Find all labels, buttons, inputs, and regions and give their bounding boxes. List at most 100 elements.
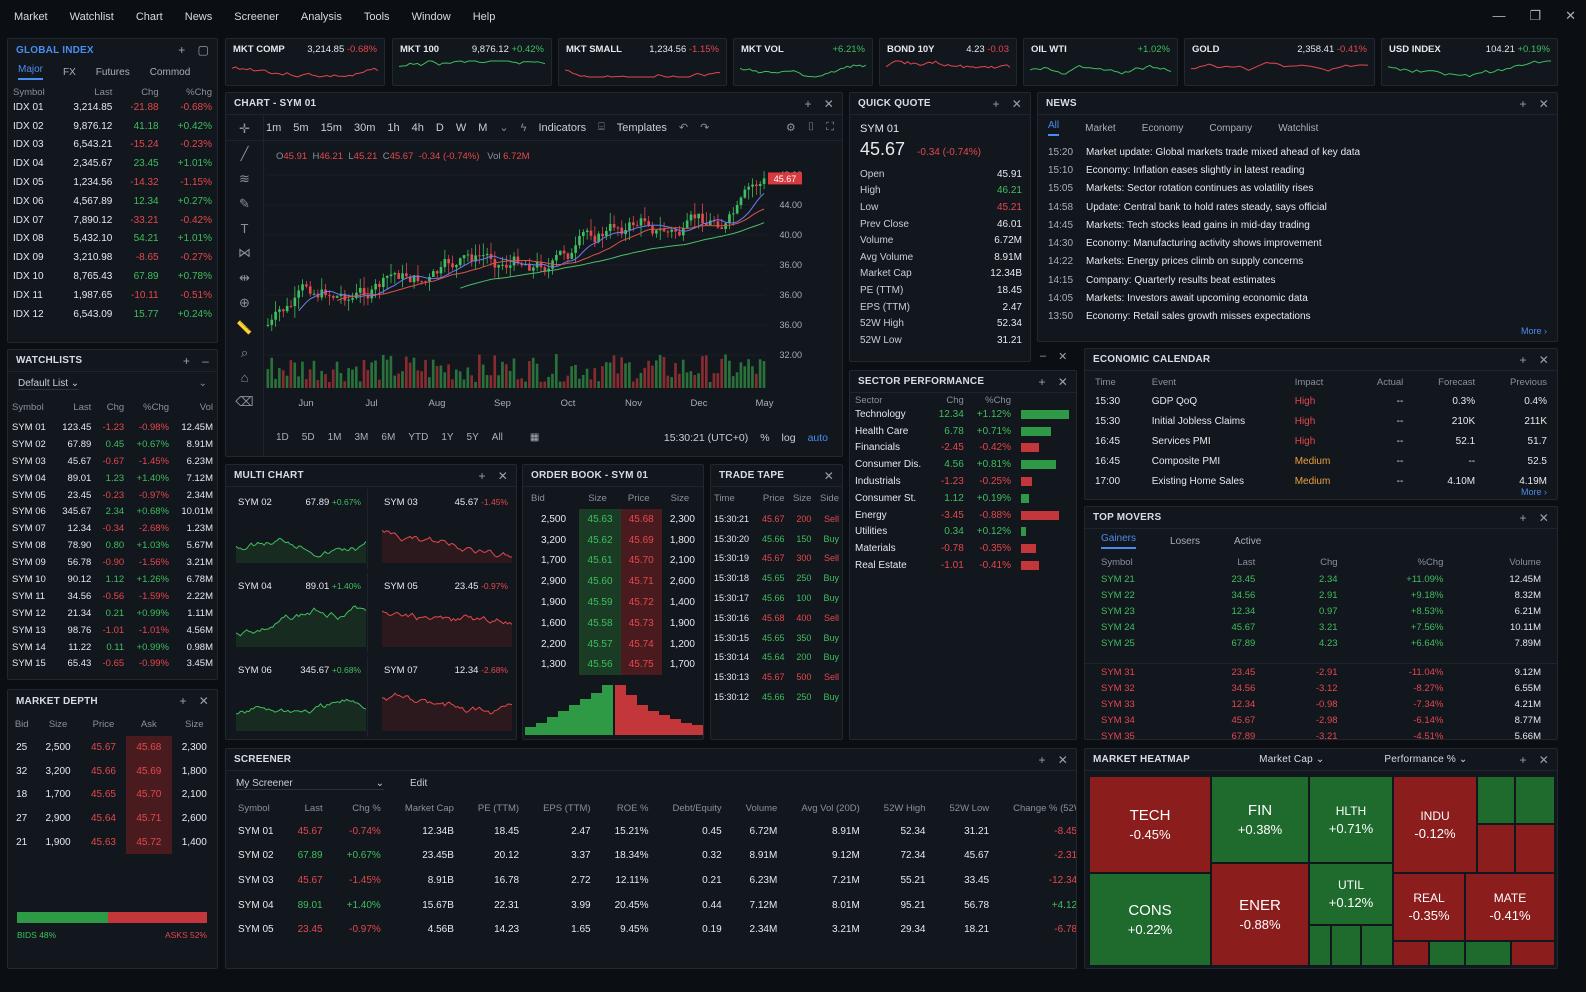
tab-active[interactable]: Active xyxy=(1234,535,1262,547)
zoom-in-icon[interactable]: ⊕ xyxy=(239,295,250,310)
interval-M[interactable]: M xyxy=(478,121,488,134)
screener-row[interactable]: SYM 03 45.67 -1.45% 8.91B 16.78 2.72 12.11% 0.2… xyxy=(226,868,1076,893)
table-row[interactable]: Health Care 6.78 +0.71% xyxy=(850,423,1076,440)
order-row[interactable]: 2,900 45.60 45.71 2,600 xyxy=(523,571,703,593)
trade-row[interactable]: 15:30:13 45.67 500 Sell xyxy=(711,667,842,687)
tab-all[interactable]: All xyxy=(1048,120,1060,136)
table-row[interactable]: SYM 15 65.43 -0.65 -0.99% 3.45M xyxy=(8,655,217,672)
range-All[interactable]: All xyxy=(491,432,503,443)
interval-W[interactable]: W xyxy=(455,121,467,134)
column-header[interactable]: Bid xyxy=(531,492,545,504)
column-header[interactable]: Event xyxy=(1151,377,1177,388)
snapshot-icon[interactable]: ⌷ xyxy=(807,121,815,133)
column-header[interactable]: Market Cap xyxy=(404,802,454,814)
column-header[interactable]: 52W High xyxy=(883,802,926,814)
trendline-icon[interactable]: ╱ xyxy=(240,146,249,161)
screener-edit-button[interactable]: Edit xyxy=(410,778,428,789)
range-1D[interactable]: 1D xyxy=(276,432,289,443)
chevron-down-icon[interactable]: ⌄ xyxy=(499,122,509,134)
ticker-0[interactable]: MKT COMP 3,214.85 -0.68% xyxy=(225,38,385,86)
table-row[interactable]: SYM 09 56.78 -0.90 -1.56% 3.21M xyxy=(8,554,217,571)
heatmap-tile-mate[interactable]: MATE -0.41% xyxy=(1466,874,1554,940)
range-1M[interactable]: 1M xyxy=(327,432,342,443)
add-icon[interactable]: + xyxy=(1519,510,1527,525)
table-row[interactable]: SYM 04 89.01 1.23 +1.40% 7.12M xyxy=(8,470,217,487)
table-row[interactable]: 16:45 Services PMI High -- 52.1 51.7 xyxy=(1085,432,1557,452)
column-header[interactable]: Impact xyxy=(1294,377,1324,388)
add-icon[interactable]: + xyxy=(478,468,486,483)
heatmap-tile-cons[interactable]: CONS +0.22% xyxy=(1090,874,1210,965)
menu-window[interactable]: Window xyxy=(411,11,451,23)
interval-D[interactable]: D xyxy=(435,121,444,134)
add-icon[interactable]: + xyxy=(804,96,812,111)
column-header[interactable]: %Chg xyxy=(985,395,1011,406)
column-header[interactable]: Last xyxy=(304,802,323,814)
range-3M[interactable]: 3M xyxy=(354,432,369,443)
trade-row[interactable]: 15:30:19 45.67 300 Sell xyxy=(711,549,842,569)
interval-30m[interactable]: 30m xyxy=(353,121,376,134)
maximize-icon[interactable]: ❐ xyxy=(1529,8,1542,23)
indicators-button[interactable]: Indicators xyxy=(538,121,587,134)
heatmap-subtile[interactable] xyxy=(1516,777,1554,823)
column-header[interactable]: Actual xyxy=(1376,377,1404,388)
column-header[interactable]: Last xyxy=(1237,556,1256,568)
menu-help[interactable]: Help xyxy=(472,11,496,23)
table-row[interactable]: IDX 05 1,234.56 -14.32 -1.15% xyxy=(8,173,217,192)
fib-icon[interactable]: ≋ xyxy=(239,171,250,186)
column-header[interactable]: Last xyxy=(94,87,113,98)
close-icon[interactable]: ✕ xyxy=(823,468,834,483)
gear-icon[interactable]: ⚙ xyxy=(785,122,796,134)
table-row[interactable]: SYM 06 345.67 2.34 +0.68% 10.01M xyxy=(8,503,217,520)
column-header[interactable]: %Chg xyxy=(186,87,212,98)
heatmap-subtile[interactable] xyxy=(1362,926,1392,965)
menu-analysis[interactable]: Analysis xyxy=(300,11,342,23)
table-row[interactable]: IDX 09 3,210.98 -8.65 -0.27% xyxy=(8,248,217,267)
close-icon[interactable]: ✕ xyxy=(497,468,508,483)
chevron-down-icon[interactable]: ⌄ xyxy=(198,378,207,389)
log-toggle[interactable]: log xyxy=(781,432,796,444)
heatmap-tile-real[interactable]: REAL -0.35% xyxy=(1394,874,1464,940)
column-header[interactable]: Previous xyxy=(1510,377,1547,388)
minimize-icon[interactable]: – xyxy=(1040,350,1047,362)
ruler-icon[interactable]: 📏 xyxy=(236,320,253,335)
close-icon[interactable]: ✕ xyxy=(1538,752,1549,767)
news-item[interactable]: 14:58 Update: Central bank to hold rates … xyxy=(1038,198,1557,216)
table-row[interactable]: SYM 05 23.45 -0.23 -0.97% 2.34M xyxy=(8,487,217,504)
trade-row[interactable]: 15:30:15 45.65 350 Buy xyxy=(711,628,842,648)
table-row[interactable]: IDX 10 8,765.43 67.89 +0.78% xyxy=(8,267,217,286)
news-item[interactable]: 13:50 Economy: Retail sales growth misses… xyxy=(1038,308,1557,326)
column-header[interactable]: Last xyxy=(73,402,92,413)
econ-more-link[interactable]: More › xyxy=(1520,487,1547,497)
close-icon[interactable]: ✕ xyxy=(1538,96,1549,111)
price-chart[interactable]: 48.0044.0040.0036.0036.0036.0032.0045.67… xyxy=(266,163,842,423)
interval-4h[interactable]: 4h xyxy=(411,121,424,134)
add-icon[interactable]: + xyxy=(1519,96,1527,111)
close-icon[interactable]: ✕ xyxy=(1011,96,1022,111)
table-row[interactable]: 21 1,900 45.63 45.72 1,400 xyxy=(8,830,217,854)
table-row[interactable]: 15:30 GDP QoQ High -- 0.3% 0.4% xyxy=(1085,392,1557,412)
column-header[interactable]: Size xyxy=(588,492,607,504)
interval-1h[interactable]: 1h xyxy=(387,121,400,134)
table-row[interactable]: IDX 02 9,876.12 41.18 +0.42% xyxy=(8,117,217,136)
interval-1m[interactable]: 1m xyxy=(266,121,282,134)
table-row[interactable]: Real Estate -1.01 -0.41% xyxy=(850,557,1076,574)
trade-row[interactable]: 15:30:21 45.67 200 Sell xyxy=(711,509,842,529)
heatmap-subtile[interactable] xyxy=(1310,926,1330,965)
trade-row[interactable]: 15:30:12 45.66 250 Buy xyxy=(711,687,842,707)
column-header[interactable]: Chg xyxy=(946,395,964,406)
table-row[interactable]: IDX 11 1,987.65 -10.11 -0.51% xyxy=(8,286,217,305)
news-item[interactable]: 14:05 Markets: Investors await upcoming e… xyxy=(1038,289,1557,307)
mover-row[interactable]: SYM 35 67.89 -3.21 -4.51% 5.66M xyxy=(1085,729,1557,739)
table-row[interactable]: IDX 07 7,890.12 -33.21 -0.42% xyxy=(8,211,217,230)
trade-row[interactable]: 15:30:17 45.66 100 Buy xyxy=(711,588,842,608)
menu-screener[interactable]: Screener xyxy=(234,11,279,23)
tab-commod[interactable]: Commod xyxy=(149,66,191,78)
table-row[interactable]: 15:30 Initial Jobless Claims High -- 210K 211… xyxy=(1085,412,1557,432)
order-row[interactable]: 2,500 45.63 45.68 2,300 xyxy=(523,509,703,530)
trade-row[interactable]: 15:30:20 45.66 150 Buy xyxy=(711,529,842,549)
column-header[interactable]: Bid xyxy=(14,719,29,730)
close-icon[interactable]: ✕ xyxy=(1538,510,1549,525)
ticker-6[interactable]: GOLD 2,358.41 -0.41% xyxy=(1184,38,1375,86)
close-icon[interactable]: ✕ xyxy=(823,96,834,111)
mover-row[interactable]: SYM 25 67.89 4.23 +6.64% 7.89M xyxy=(1085,636,1557,652)
